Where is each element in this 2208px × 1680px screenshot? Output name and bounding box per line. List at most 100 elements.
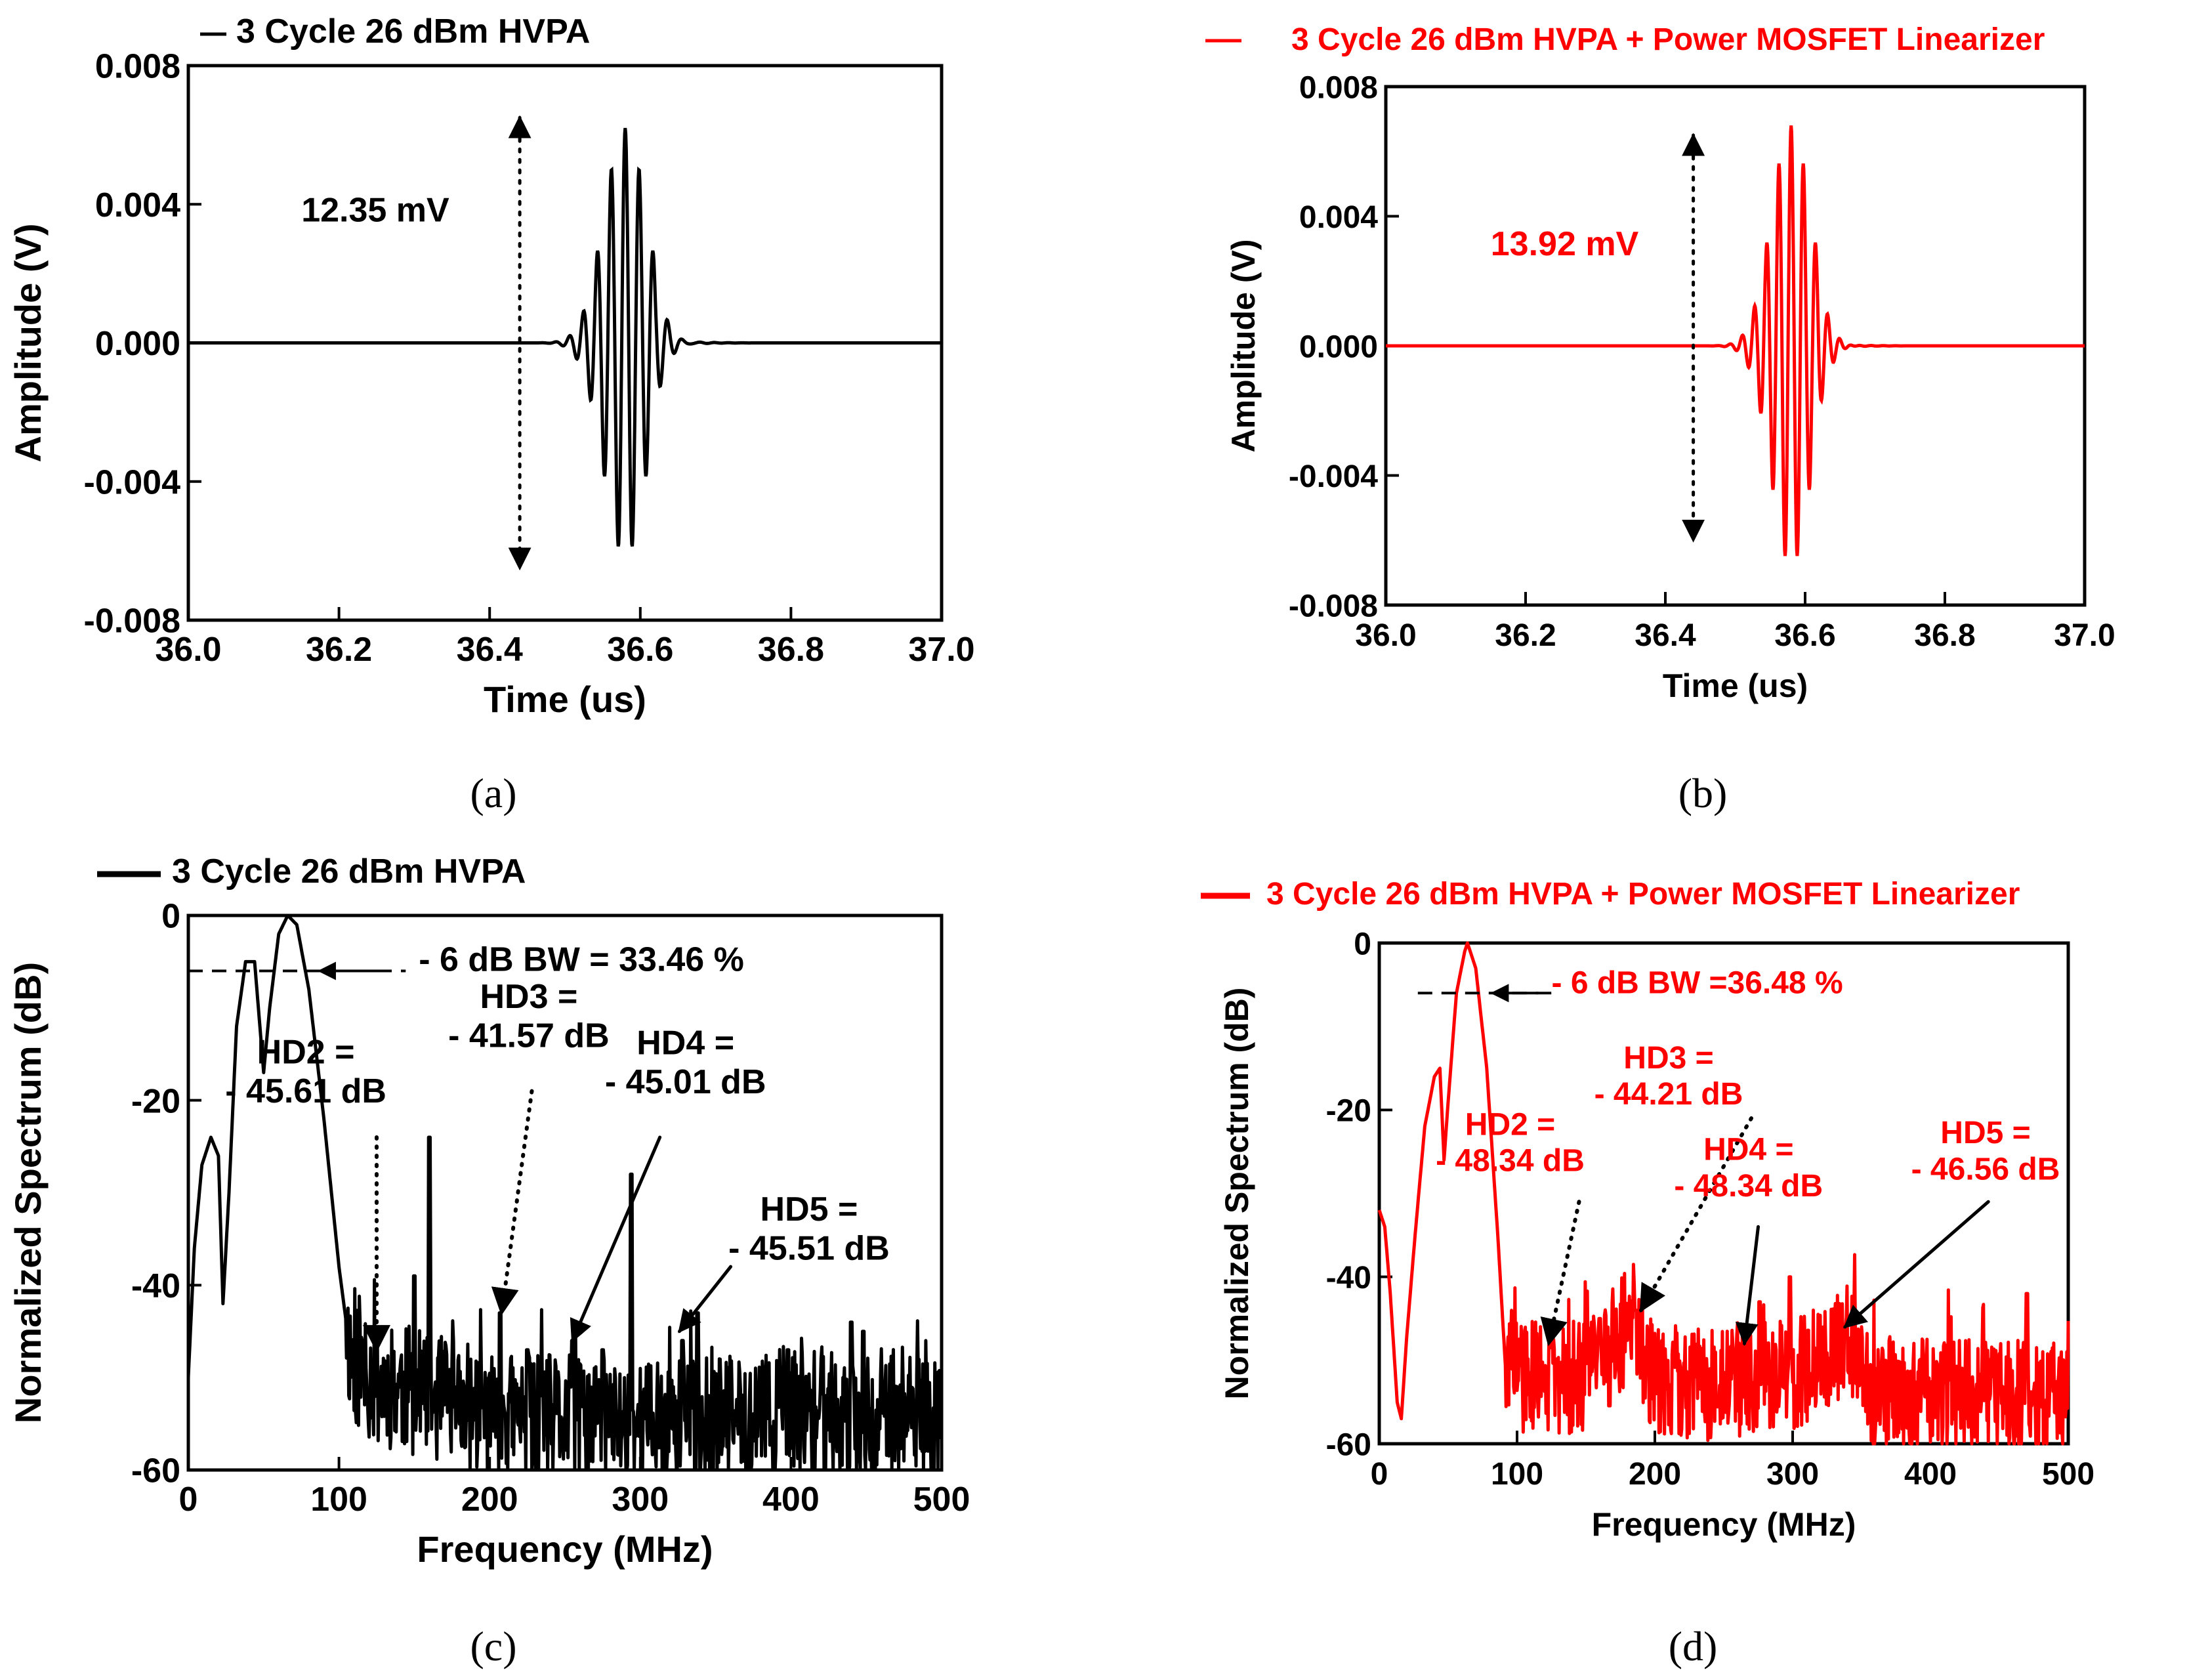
chart-d-legend: 3 Cycle 26 dBm HVPA + Power MOSFET Linea… [1201, 877, 2020, 912]
chart-c-ytick-label: -20 [131, 1082, 180, 1120]
chart-c-ytick-label: -40 [131, 1267, 180, 1305]
chart-a: 3 Cycle 26 dBm HVPA 36.0 36.2 36.4 36.6 36.8… [7, 12, 975, 816]
chart-a-amplitude-label: 12.35 mV [301, 192, 449, 230]
chart-c-ytick-label: 0 [161, 898, 180, 936]
chart-a-ytick-label: 0.004 [95, 186, 180, 224]
chart-d-series-line [1377, 941, 2070, 1446]
chart-c-annotation-line: HD4 = [636, 1024, 734, 1062]
chart-c-annotation-line: - 45.61 dB [225, 1072, 386, 1110]
chart-d-annotation-line: HD3 = [1623, 1041, 1713, 1076]
chart-c-subfig-label: (c) [470, 1623, 516, 1670]
chart-d-legend-label: 3 Cycle 26 dBm HVPA + Power MOSFET Linea… [1266, 877, 2020, 912]
chart-d-annotation-line: HD5 = [1940, 1116, 2030, 1150]
chart-d-ytick-label: -20 [1326, 1094, 1371, 1129]
chart-d: 3 Cycle 26 dBm HVPA + Power MOSFET Linea… [1201, 877, 2094, 1670]
chart-c-annotation-line: - 45.01 dB [605, 1063, 766, 1101]
chart-c-annotation: HD4 = - 45.01 dB [605, 1024, 766, 1101]
chart-b-xtick-label: 36.2 [1495, 618, 1556, 653]
chart-d-annotation-line: - 48.34 dB [1674, 1169, 1823, 1204]
chart-c-legend: 3 Cycle 26 dBm HVPA [97, 852, 526, 891]
chart-c-annotation-line: - 45.51 dB [728, 1230, 890, 1268]
chart-d-ylabel: Normalized Spectrum (dB) [1219, 988, 1255, 1400]
chart-d-axes-frame [1377, 941, 2070, 1446]
chart-d-xtick-label: 300 [1766, 1457, 1819, 1492]
chart-d-harmonic-arrow [1540, 1200, 1581, 1347]
chart-d-ytick-label: 0 [1354, 927, 1371, 961]
chart-c-harmonic-arrow [570, 1135, 662, 1343]
chart-c-xtick-label: 100 [310, 1480, 367, 1519]
chart-a-legend: 3 Cycle 26 dBm HVPA [200, 12, 590, 51]
chart-d-annotation-line: - 6 dB BW =36.48 % [1552, 965, 1843, 1000]
chart-c-xtick-label: 200 [461, 1480, 518, 1519]
chart-c-annotation: HD2 = - 45.61 dB [225, 1033, 386, 1110]
chart-d-annotation: HD2 = - 48.34 dB [1436, 1107, 1585, 1178]
chart-b-xtick-label: 36.6 [1774, 618, 1835, 653]
chart-b-series-line [1386, 125, 2085, 556]
chart-d-xlabel: Frequency (MHz) [1592, 1506, 1856, 1543]
chart-a-series-line [188, 127, 942, 547]
chart-d-annotation: - 6 dB BW =36.48 % [1552, 965, 1843, 1000]
chart-c-annotation: - 6 dB BW = 33.46 % [419, 941, 744, 979]
chart-a-ytick-label: 0.008 [95, 48, 180, 86]
chart-d-annotation-line: HD2 = [1465, 1107, 1555, 1142]
chart-b-ylabel: Amplitude (V) [1225, 240, 1262, 453]
chart-c-xtick-label: 400 [762, 1480, 820, 1519]
chart-a-subfig-label: (a) [470, 770, 516, 816]
chart-c-ylabel: Normalized Spectrum (dB) [7, 962, 49, 1423]
chart-d-xtick-label: 500 [2042, 1457, 2094, 1492]
chart-b: 3 Cycle 26 dBm HVPA + Power MOSFET Linea… [1205, 22, 2115, 816]
chart-a-xlabel: Time (us) [484, 679, 646, 720]
chart-b-xtick-label: 36.4 [1635, 618, 1696, 653]
chart-d-ytick-label: -40 [1326, 1261, 1371, 1295]
chart-c-annotation: HD3 = - 41.57 dB [448, 978, 610, 1055]
chart-c-series-line [186, 914, 944, 1472]
chart-d-harmonic-arrow [1735, 1225, 1760, 1346]
chart-b-ytick-label: 0.008 [1299, 70, 1378, 105]
chart-c-harmonic-arrow [491, 1089, 534, 1316]
chart-d-xtick-label: 100 [1491, 1457, 1543, 1492]
chart-c-legend-label: 3 Cycle 26 dBm HVPA [172, 852, 526, 891]
chart-d-annotation-line: - 44.21 dB [1594, 1077, 1743, 1112]
chart-c-annotation-line: - 6 dB BW = 33.46 % [419, 941, 744, 979]
chart-d-harmonic-arrow [1639, 1116, 1753, 1313]
chart-c-harmonic-arrow [677, 1265, 733, 1334]
chart-d-annotation: HD3 = - 44.21 dB [1594, 1041, 1743, 1112]
chart-c-xtick-label: 0 [179, 1480, 198, 1519]
chart-b-xlabel: Time (us) [1663, 667, 1808, 704]
chart-a-ytick-label: -0.004 [84, 463, 181, 501]
chart-a-xtick-label: 36.8 [758, 631, 824, 669]
chart-b-ytick-label: 0.000 [1299, 329, 1378, 364]
chart-c-xlabel: Frequency (MHz) [417, 1528, 713, 1570]
chart-c-xtick-label: 500 [913, 1480, 970, 1519]
chart-d-xtick-label: 400 [1904, 1457, 1957, 1492]
chart-a-ytick-label: -0.008 [84, 602, 180, 640]
chart-c-annotation: HD5 = - 45.51 dB [728, 1190, 890, 1268]
chart-b-xtick-label: 36.8 [1914, 618, 1975, 653]
chart-b-legend-label: 3 Cycle 26 dBm HVPA + Power MOSFET Linea… [1291, 22, 2045, 57]
chart-d-subfig-label: (d) [1669, 1623, 1718, 1670]
chart-d-harmonic-arrow [1843, 1200, 1990, 1329]
chart-c-annotation-line: HD5 = [760, 1190, 858, 1228]
chart-b-xtick-label: 37.0 [2054, 618, 2115, 653]
chart-d-xtick-label: 0 [1371, 1457, 1388, 1492]
chart-c: 3 Cycle 26 dBm HVPA 0 100 200 300 400 500 -60 -… [7, 852, 970, 1670]
chart-c-annotation-line: HD2 = [257, 1033, 355, 1071]
chart-d-annotation-line: - 48.34 dB [1436, 1144, 1585, 1179]
chart-a-xtick-label: 36.6 [607, 631, 673, 669]
chart-a-ytick-label: 0.000 [95, 325, 180, 363]
chart-b-xtick-label: 36.0 [1355, 618, 1416, 653]
chart-d-ytick-label: -60 [1326, 1427, 1371, 1462]
chart-b-legend: 3 Cycle 26 dBm HVPA + Power MOSFET Linea… [1205, 22, 2045, 57]
chart-d-annotation: HD4 = - 48.34 dB [1674, 1133, 1823, 1204]
chart-c-annotation-line: - 41.57 dB [448, 1017, 610, 1055]
chart-c-axes-frame [186, 914, 944, 1472]
chart-b-ytick-label: 0.004 [1299, 200, 1378, 235]
chart-b-amplitude-label: 13.92 mV [1491, 225, 1639, 263]
chart-d-xtick-label: 200 [1629, 1457, 1681, 1492]
chart-a-xtick-label: 36.4 [457, 631, 523, 669]
chart-d-annotation-line: HD4 = [1703, 1133, 1793, 1167]
chart-c-xtick-label: 300 [612, 1480, 669, 1519]
chart-c-ytick-label: -60 [131, 1452, 180, 1490]
chart-d-annotation-line: - 46.56 dB [1911, 1152, 2060, 1186]
